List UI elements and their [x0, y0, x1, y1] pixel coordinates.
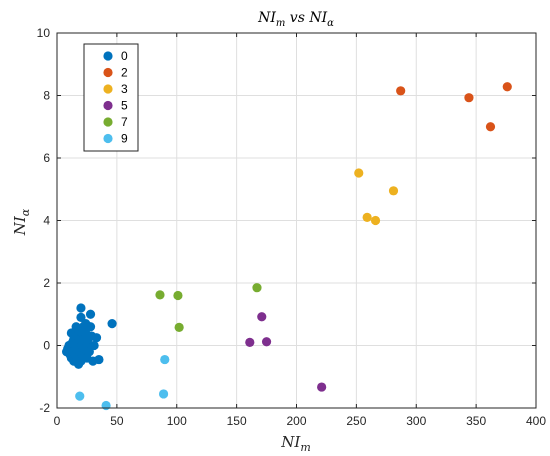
x-tick-label: 350: [466, 414, 486, 428]
data-point-series-0: [85, 309, 96, 319]
legend-marker: [103, 117, 113, 127]
x-tick-label: 250: [346, 414, 366, 428]
x-tick-label: 400: [526, 414, 546, 428]
data-point-series-0: [89, 340, 99, 351]
x-axis-label: NIm: [280, 433, 311, 454]
data-point-series-0: [107, 319, 117, 329]
legend-label: 2: [121, 66, 128, 80]
y-tick-label: 8: [43, 89, 50, 103]
data-point-series-9: [158, 389, 169, 399]
data-point-series-9: [75, 391, 85, 401]
legend-label: 3: [121, 82, 128, 96]
y-tick-label: 6: [43, 151, 50, 165]
legend-marker: [103, 51, 113, 61]
legend-marker: [103, 67, 113, 78]
data-point-series-0: [94, 354, 104, 365]
data-point-series-7: [174, 322, 184, 332]
data-point-series-7: [155, 290, 165, 300]
data-point-series-2: [396, 86, 406, 96]
data-point-series-2: [502, 82, 512, 92]
y-tick-label: 2: [43, 276, 50, 290]
data-point-series-0: [76, 312, 86, 322]
data-point-series-3: [354, 168, 364, 178]
y-tick-label: -2: [39, 401, 50, 415]
legend-marker: [103, 100, 113, 111]
x-axis-label-sub: m: [300, 441, 310, 454]
y-axis-ticks: -2 0 2 4 6 8 10: [37, 26, 536, 415]
chart-title-mid: vs NI: [285, 10, 327, 26]
data-point-series-2: [464, 93, 474, 103]
data-point-series-7: [173, 290, 183, 301]
legend-box: [83, 43, 139, 152]
x-axis-label-text: NI: [280, 433, 301, 451]
data-point-series-2: [485, 122, 496, 132]
legend-label: 5: [121, 99, 128, 113]
y-tick-label: 10: [37, 26, 51, 40]
y-tick-label: 4: [43, 214, 50, 228]
x-tick-label: 300: [406, 414, 426, 428]
legend-label: 0: [121, 49, 128, 63]
chart-title: NIm vs NIα: [257, 10, 334, 29]
legend-marker: [103, 133, 113, 144]
data-point-series-3: [362, 212, 372, 222]
x-axis-ticks: 0 50 100 150 200 250 300 350 400: [54, 33, 546, 428]
data-point-series-7: [252, 283, 262, 293]
x-tick-label: 150: [227, 414, 247, 428]
legend: 0 2 3 5 7 9: [83, 43, 139, 152]
data-point-series-5: [257, 312, 267, 322]
x-tick-label: 100: [167, 414, 187, 428]
data-point-series-0: [84, 347, 94, 357]
data-point-series-9: [101, 400, 111, 411]
x-tick-label: 50: [110, 414, 124, 428]
chart-title-sub-1: m: [276, 18, 285, 29]
data-point-series-0: [91, 333, 102, 343]
chart-title-text: NI: [257, 10, 276, 26]
data-point-series-9: [160, 354, 170, 365]
data-point-series-0: [85, 322, 96, 332]
x-tick-label: 0: [54, 414, 61, 428]
y-tick-label: 0: [43, 339, 50, 353]
grid: [56, 32, 537, 409]
legend-marker: [103, 84, 113, 94]
data-point-series-5: [261, 337, 272, 347]
y-axis-label-sub: α: [19, 208, 32, 216]
legend-label: 7: [121, 115, 128, 129]
y-axis-label-text: NI: [11, 215, 29, 236]
data-point-series-5: [317, 382, 327, 392]
data-point-series-3: [370, 215, 381, 226]
data-point-series-5: [245, 337, 255, 347]
y-axis-label: NIα: [11, 208, 32, 236]
chart-title-sub-2: α: [327, 18, 334, 29]
data-point-series-3: [388, 186, 399, 196]
legend-label: 9: [121, 132, 128, 146]
data-point-series-0: [76, 303, 86, 313]
x-tick-label: 200: [286, 414, 306, 428]
